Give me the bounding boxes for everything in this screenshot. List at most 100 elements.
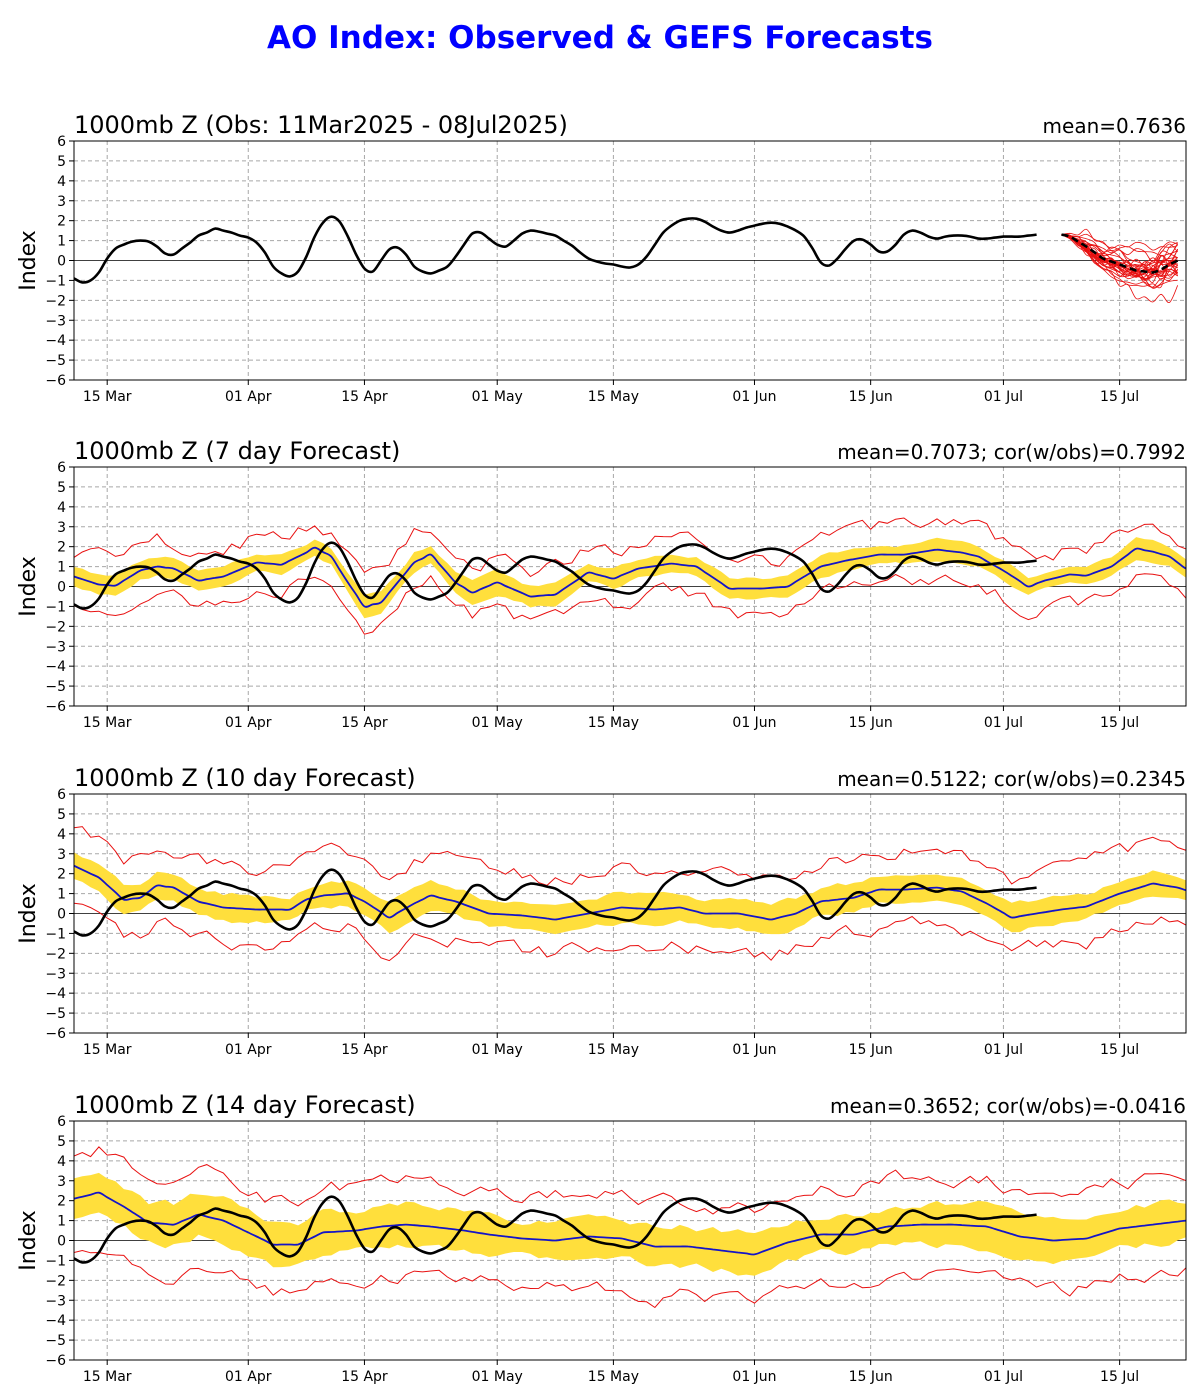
plot-area <box>74 826 1186 962</box>
y-tick-label: 5 <box>57 480 66 496</box>
ensemble-min-line <box>74 902 1186 962</box>
x-tick-label: 01 Jun <box>732 389 776 405</box>
observed-line <box>74 215 1037 284</box>
ensemble-member-line <box>1061 234 1179 276</box>
x-tick-label: 15 Mar <box>83 715 132 731</box>
observed-line <box>74 541 1037 610</box>
y-axis-label: Index <box>16 883 41 944</box>
y-tick-label: 3 <box>57 194 66 210</box>
ensemble-spread-band <box>74 852 1186 935</box>
y-tick-label: 2 <box>57 867 66 883</box>
y-tick-label: −6 <box>45 373 66 389</box>
y-tick-label: 0 <box>57 580 66 596</box>
y-tick-label: −5 <box>45 679 66 695</box>
ensemble-mean-line <box>74 1191 1186 1256</box>
x-tick-label: 01 Jun <box>732 715 776 731</box>
x-tick-label: 15 Apr <box>341 715 388 731</box>
y-tick-label: 2 <box>57 1194 66 1210</box>
y-tick-label: −4 <box>45 333 66 349</box>
ensemble-member-line <box>1061 234 1178 277</box>
plot-area <box>74 1146 1186 1309</box>
x-tick-label: 01 Jul <box>984 1369 1023 1385</box>
x-tick-label: 15 Jul <box>1100 389 1139 405</box>
x-tick-label: 01 Jul <box>984 715 1023 731</box>
y-tick-label: 3 <box>57 847 66 863</box>
y-tick-label: 3 <box>57 520 66 536</box>
x-tick-label: 01 Jun <box>732 1042 776 1058</box>
y-tick-label: 6 <box>57 787 66 803</box>
y-tick-label: 1 <box>57 887 66 903</box>
y-tick-label: 0 <box>57 907 66 923</box>
y-tick-label: −4 <box>45 986 66 1002</box>
y-tick-label: 4 <box>57 500 66 516</box>
page-title: AO Index: Observed & GEFS Forecasts <box>267 20 933 56</box>
ensemble-member-line <box>1061 234 1178 278</box>
panel-stats: mean=0.5122; cor(w/obs)=0.2345 <box>837 767 1186 791</box>
ensemble-max-line <box>74 826 1186 886</box>
ensemble-mean-line <box>74 546 1186 608</box>
x-tick-label: 15 Jul <box>1100 1042 1139 1058</box>
panel-title: 1000mb Z (10 day Forecast) <box>74 764 416 792</box>
chart-panel-3: 1000mb Z (10 day Forecast) mean=0.5122; c… <box>16 764 1187 1058</box>
x-tick-label: 01 May <box>472 389 523 405</box>
y-tick-label: −3 <box>45 313 66 329</box>
y-tick-label: 0 <box>57 254 66 270</box>
y-tick-label: 0 <box>57 1234 66 1250</box>
x-tick-label: 15 May <box>588 1369 639 1385</box>
x-tick-label: 15 Jun <box>849 1369 893 1385</box>
y-tick-label: −1 <box>45 599 66 615</box>
y-tick-label: −4 <box>45 1313 66 1329</box>
y-tick-label: 3 <box>57 1174 66 1190</box>
ensemble-min-line <box>74 573 1186 635</box>
plot-frame <box>73 140 1187 381</box>
ensemble-member-line <box>1061 234 1179 275</box>
y-tick-label: 6 <box>57 460 66 476</box>
y-tick-label: 4 <box>57 827 66 843</box>
ensemble-mean-line <box>74 864 1186 921</box>
plot-area <box>74 215 1179 303</box>
panel-title: 1000mb Z (7 day Forecast) <box>74 437 400 465</box>
ensemble-member-line <box>1061 234 1178 283</box>
x-tick-label: 15 May <box>588 715 639 731</box>
panel-stats: mean=0.3652; cor(w/obs)=-0.0416 <box>830 1094 1186 1118</box>
x-tick-label: 15 Apr <box>341 1369 388 1385</box>
ensemble-min-line <box>74 1249 1186 1309</box>
y-tick-label: −5 <box>45 1006 66 1022</box>
ensemble-member-line <box>1061 233 1178 251</box>
y-tick-label: −1 <box>45 926 66 942</box>
chart-panel-1: 1000mb Z (Obs: 11Mar2025 - 08Jul2025) mea… <box>16 111 1187 405</box>
y-tick-label: −3 <box>45 639 66 655</box>
y-axis-label: Index <box>16 1210 41 1271</box>
x-tick-label: 15 Jun <box>849 715 893 731</box>
y-tick-label: −1 <box>45 273 66 289</box>
y-tick-label: 5 <box>57 1134 66 1150</box>
y-tick-label: 4 <box>57 174 66 190</box>
y-tick-label: −4 <box>45 659 66 675</box>
plot-area <box>74 517 1186 635</box>
y-tick-label: 5 <box>57 154 66 170</box>
y-tick-label: −5 <box>45 1333 66 1349</box>
y-tick-label: −2 <box>45 1273 66 1289</box>
y-tick-label: −3 <box>45 1293 66 1309</box>
y-tick-label: 5 <box>57 807 66 823</box>
y-tick-label: 6 <box>57 134 66 150</box>
panel-title: 1000mb Z (Obs: 11Mar2025 - 08Jul2025) <box>74 111 568 139</box>
y-tick-label: 6 <box>57 1114 66 1130</box>
x-tick-label: 15 Mar <box>83 1042 132 1058</box>
y-axis-label: Index <box>16 230 41 291</box>
x-tick-label: 15 Apr <box>341 1042 388 1058</box>
x-tick-label: 15 May <box>588 389 639 405</box>
y-tick-label: 1 <box>57 1214 66 1230</box>
x-tick-label: 15 Jul <box>1100 715 1139 731</box>
y-tick-label: 2 <box>57 540 66 556</box>
y-tick-label: 1 <box>57 560 66 576</box>
x-tick-label: 15 Jun <box>849 1042 893 1058</box>
ensemble-max-line <box>74 1146 1186 1215</box>
observed-line <box>74 1195 1037 1264</box>
observed-line <box>74 868 1037 937</box>
y-tick-label: 2 <box>57 214 66 230</box>
x-tick-label: 01 Apr <box>225 715 272 731</box>
x-tick-label: 15 May <box>588 1042 639 1058</box>
y-tick-label: 1 <box>57 234 66 250</box>
